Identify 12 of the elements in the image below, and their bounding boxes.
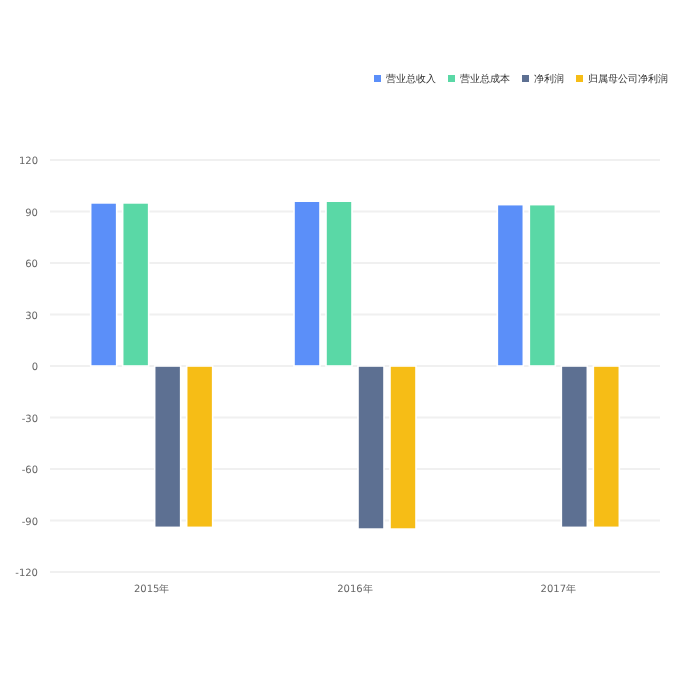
bar <box>592 365 621 529</box>
bar <box>89 202 118 367</box>
bar <box>389 365 417 530</box>
bar <box>496 203 525 367</box>
bar <box>185 365 214 529</box>
bar <box>528 203 557 367</box>
bar <box>153 365 182 529</box>
bar <box>121 202 150 367</box>
bar <box>560 365 589 529</box>
bar <box>293 200 321 367</box>
bar <box>357 365 385 530</box>
bar <box>325 200 353 367</box>
